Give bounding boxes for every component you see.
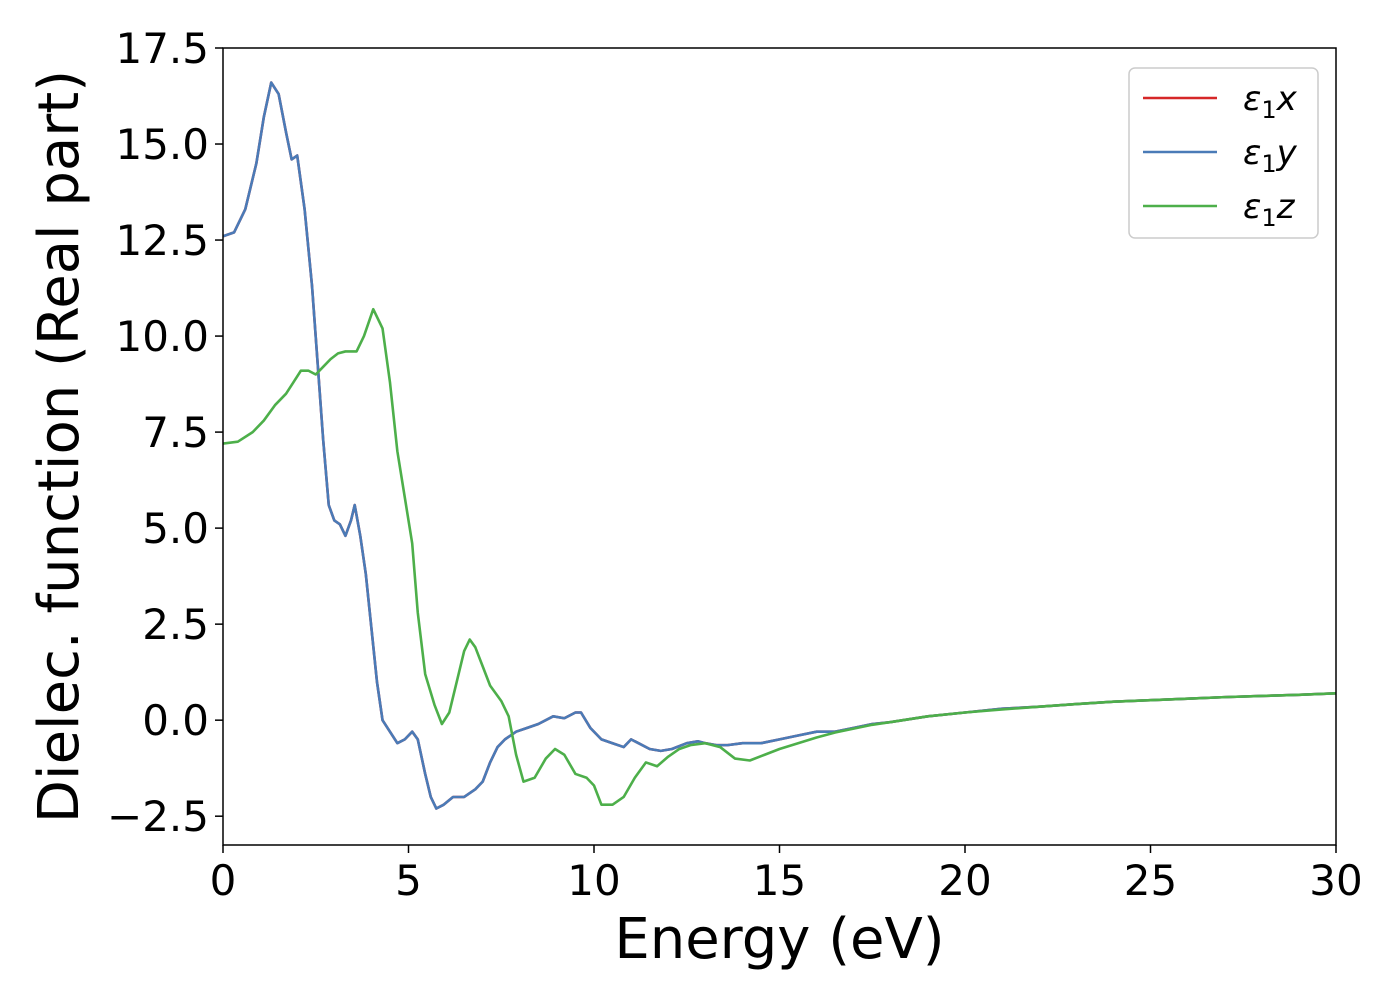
y-tick-label: 5.0 (142, 504, 209, 553)
legend-item-x: ε1x (1143, 79, 1298, 124)
legend: ε1x ε1y ε1z (1128, 67, 1319, 239)
series-layer (223, 81, 1336, 810)
x-tick-label: 25 (1124, 856, 1177, 905)
x-tick-label: 15 (753, 856, 806, 905)
x-tick-label: 10 (567, 856, 620, 905)
y-tick-label: 2.5 (142, 600, 209, 649)
legend-item-z: ε1z (1143, 187, 1296, 232)
y-axis-title: Dielec. function (Real part) (27, 70, 92, 823)
y-tick-label: 10.0 (115, 312, 209, 361)
y-tick-label: 0.0 (142, 696, 209, 745)
x-axis: 0 5 10 15 20 25 30 (210, 845, 1363, 905)
y-tick-label: 15.0 (115, 120, 209, 169)
y-axis: −2.5 0.0 2.5 5.0 7.5 10.0 12.5 15.0 17.5 (107, 24, 223, 841)
x-tick-label: 5 (395, 856, 422, 905)
x-tick-label: 30 (1309, 856, 1362, 905)
y-tick-label: 7.5 (142, 408, 209, 457)
y-tick-label: 12.5 (115, 216, 209, 265)
legend-label: ε1x (1243, 79, 1298, 124)
x-tick-label: 0 (210, 856, 237, 905)
x-axis-title: Energy (eV) (614, 907, 944, 972)
series-line-z (223, 307, 1336, 806)
legend-label: ε1z (1243, 187, 1296, 232)
y-tick-label: 17.5 (115, 24, 209, 73)
x-tick-label: 20 (938, 856, 991, 905)
y-tick-label: −2.5 (107, 792, 209, 841)
legend-label: ε1y (1243, 133, 1298, 178)
legend-box (1128, 67, 1319, 239)
legend-item-y: ε1y (1143, 133, 1298, 178)
